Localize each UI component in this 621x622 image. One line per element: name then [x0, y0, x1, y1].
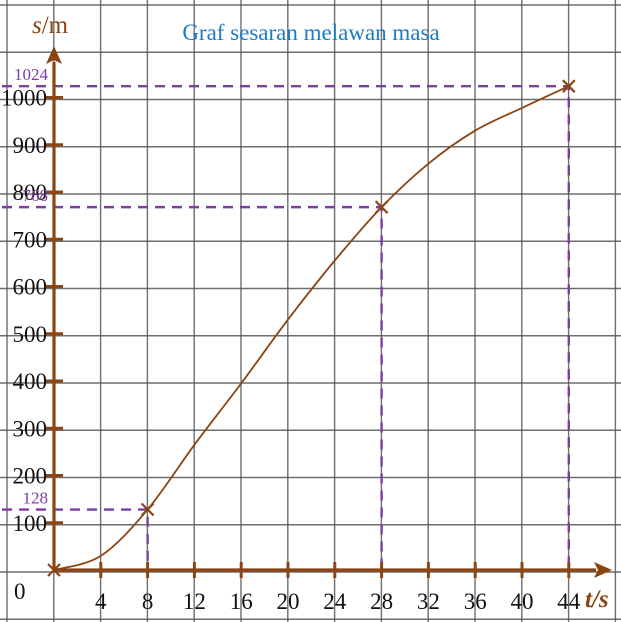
guide-label: 768: [23, 186, 49, 205]
ticks: [45, 96, 571, 578]
point-marker-stroke: [562, 79, 576, 93]
x-tick-label: 28: [370, 589, 393, 614]
y-axis-unit: /m: [42, 12, 69, 39]
y-tick-label: 900: [13, 133, 48, 158]
x-tick-label: 16: [230, 589, 253, 614]
chart-title: Graf sesaran melawan masa: [182, 20, 439, 45]
x-tick-label: 4: [95, 589, 107, 614]
x-tick-label: 40: [511, 589, 534, 614]
y-tick-label: 200: [13, 464, 48, 489]
y-tick-label: 300: [13, 416, 48, 441]
x-axis-unit: /s: [590, 586, 609, 613]
y-tick-label: 400: [13, 369, 48, 394]
x-tick-label: 24: [323, 589, 347, 614]
x-axis-title: t/s: [585, 586, 609, 613]
x-tick-label: 12: [183, 589, 206, 614]
y-axis-arrow: [46, 46, 62, 64]
x-tick-label: 44: [557, 589, 581, 614]
x-axis-arrow: [594, 562, 612, 578]
y-tick-label: 1000: [1, 86, 47, 111]
point-marker-stroke: [140, 502, 155, 517]
axes: [46, 46, 612, 578]
guide-label: 128: [23, 489, 49, 508]
point-marker: [562, 79, 576, 93]
y-axis-title: s/m: [32, 12, 69, 39]
x-tick-label: 20: [277, 589, 300, 614]
point-marker-stroke: [374, 200, 389, 214]
guide-label: 1024: [14, 65, 49, 84]
point-marker: [374, 200, 389, 214]
origin-label: 0: [14, 579, 26, 604]
x-tick-label: 8: [142, 589, 154, 614]
tick-labels: 4 8 12 16 20 24 28 32 36 40 44 100 200 300 400 500 600 70…: [1, 86, 581, 615]
x-tick-label: 32: [417, 589, 440, 614]
y-tick-label: 700: [13, 227, 48, 252]
y-tick-label: 800: [13, 180, 48, 205]
x-tick-label: 36: [464, 589, 487, 614]
y-tick-label: 100: [13, 511, 48, 536]
point-marker: [140, 502, 155, 517]
point-markers: [47, 79, 576, 577]
y-tick-label: 500: [13, 322, 48, 347]
guide-labels: 128 768 1024: [14, 65, 49, 507]
x-axis-variable: t: [585, 586, 593, 613]
y-tick-label: 600: [13, 275, 48, 300]
y-axis-variable: s: [32, 12, 42, 39]
